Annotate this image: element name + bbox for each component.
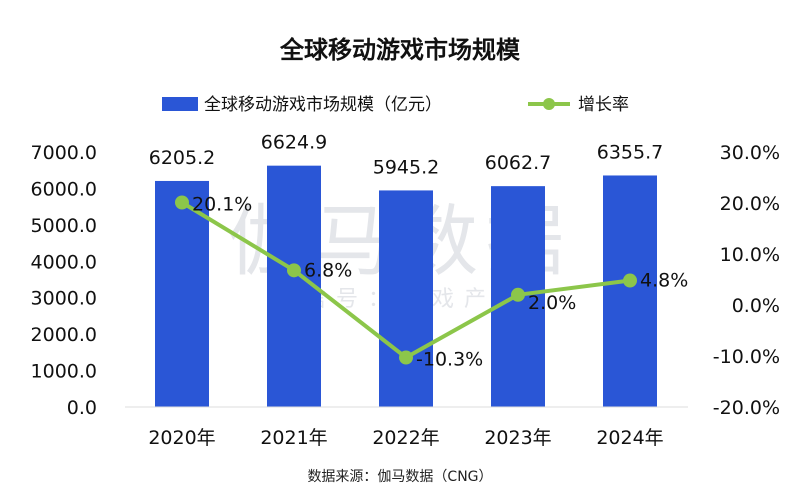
bar-value-label: 6205.2: [149, 147, 215, 169]
right-axis-tick-label: -10.0%: [713, 346, 780, 368]
x-axis: 2020年 2021年 2022年 2023年 2024年: [125, 406, 688, 449]
growth-rate-label: 6.8%: [304, 259, 352, 281]
left-axis-tick-label: 7000.0: [31, 142, 97, 164]
growth-rate-point: [623, 273, 637, 288]
x-axis-tick-label: 2023年: [484, 427, 551, 449]
x-axis-tick-label: 2024年: [596, 427, 663, 449]
x-axis-tick-label: 2021年: [260, 427, 327, 449]
x-axis-tick-label: 2020年: [148, 427, 215, 449]
growth-rate-point: [175, 195, 189, 210]
bar-value-label: 6624.9: [261, 132, 327, 154]
right-axis-tick-label: 0.0%: [732, 295, 780, 317]
legend-swatch-market-size: [162, 97, 198, 111]
left-axis-tick-label: 2000.0: [31, 324, 97, 346]
bar-2022年: [379, 190, 433, 407]
bar-value-label: 5945.2: [373, 156, 439, 178]
left-axis-tick-label: 5000.0: [31, 215, 97, 237]
left-axis-tick-label: 6000.0: [31, 178, 97, 200]
bar-series: 6205.2 6624.9 5945.2 6062.7 6355.7: [149, 132, 663, 407]
right-axis: -20.0% -10.0% 0.0% 10.0% 20.0% 30.0%: [713, 142, 780, 419]
bar-value-label: 6355.7: [597, 141, 663, 163]
growth-rate-label: 4.8%: [640, 270, 688, 292]
left-axis: 0.0 1000.0 2000.0 3000.0 4000.0 5000.0 6000.0 7…: [31, 142, 97, 419]
bar-2020年: [155, 180, 209, 407]
growth-rate-label: 20.1%: [192, 193, 252, 215]
legend: 全球移动游戏市场规模（亿元） 增长率: [162, 95, 629, 115]
growth-rate-label: 2.0%: [528, 292, 576, 314]
growth-rate-point: [399, 350, 413, 365]
right-axis-tick-label: 30.0%: [720, 142, 780, 164]
growth-rate-series: 20.1% 6.8% -10.3% 2.0% 4.8%: [175, 193, 688, 371]
bar-value-label: 6062.7: [485, 152, 551, 174]
left-axis-tick-label: 4000.0: [31, 251, 97, 273]
bar-2024年: [603, 175, 657, 407]
right-axis-tick-label: 20.0%: [720, 193, 780, 215]
growth-rate-point: [287, 263, 301, 278]
left-axis-tick-label: 0.0: [67, 397, 97, 419]
chart-title: 全球移动游戏市场规模: [279, 36, 521, 64]
legend-label-growth-rate: 增长率: [578, 95, 629, 115]
legend-marker-growth-rate: [543, 98, 555, 110]
right-axis-tick-label: 10.0%: [720, 244, 780, 266]
left-axis-tick-label: 1000.0: [31, 361, 97, 383]
legend-label-market-size: 全球移动游戏市场规模（亿元）: [204, 95, 442, 115]
growth-rate-label: -10.3%: [416, 349, 483, 371]
right-axis-tick-label: -20.0%: [713, 397, 780, 419]
source-note: 数据来源：伽马数据（CNG）: [307, 469, 492, 485]
growth-rate-point: [511, 287, 525, 302]
x-axis-tick-label: 2022年: [372, 427, 439, 449]
left-axis-tick-label: 3000.0: [31, 288, 97, 310]
